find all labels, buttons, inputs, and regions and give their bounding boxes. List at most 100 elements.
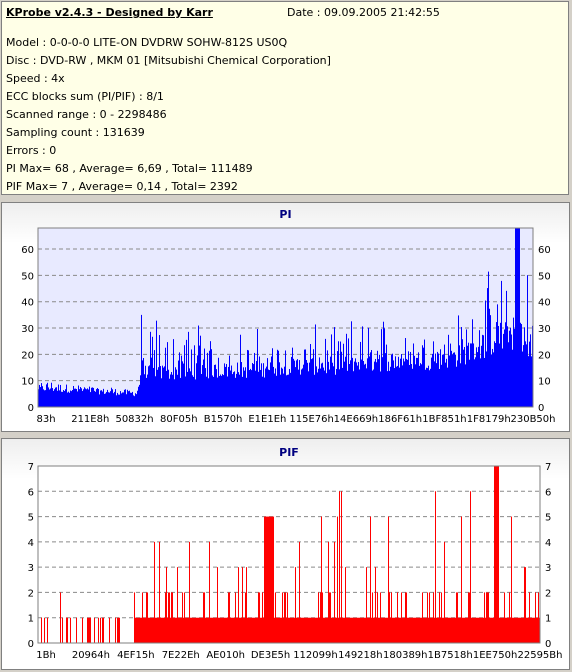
data-bar (65, 389, 66, 407)
data-bar (170, 617, 171, 643)
data-bar (102, 617, 103, 643)
y-tick-label-right: 1 (545, 614, 551, 625)
data-bar (307, 617, 308, 643)
data-bar (521, 324, 522, 407)
data-bar (92, 387, 93, 407)
data-bar (489, 308, 490, 407)
data-bar (93, 387, 94, 407)
data-bar (412, 617, 413, 643)
data-bar (150, 331, 151, 407)
data-bar (409, 617, 410, 643)
data-bar (504, 329, 505, 407)
data-bar (522, 617, 523, 643)
data-bar (347, 617, 348, 643)
data-bar (445, 362, 446, 407)
data-bar (154, 541, 155, 643)
data-bar (196, 363, 197, 407)
data-bar (124, 389, 125, 407)
data-bar (71, 391, 72, 407)
data-bar (43, 389, 44, 407)
data-bar (268, 516, 269, 643)
data-bar (333, 617, 334, 643)
data-bar (83, 389, 84, 407)
data-bar (497, 304, 498, 407)
data-bar (50, 388, 51, 407)
x-tick-label: 1EE750h (473, 650, 517, 661)
data-bar (474, 617, 475, 643)
data-bar (76, 389, 77, 407)
data-bar (323, 617, 324, 643)
data-bar (450, 343, 451, 407)
data-bar (441, 592, 442, 643)
data-bar (115, 617, 116, 643)
data-bar (486, 592, 487, 643)
data-bar (211, 349, 212, 407)
info-range: Scanned range : 0 - 2298486 (6, 108, 167, 121)
data-bar (297, 617, 298, 643)
data-bar (280, 617, 281, 643)
data-bar (182, 361, 183, 407)
data-bar (393, 617, 394, 643)
data-bar (292, 617, 293, 643)
info-disc: Disc : DVD-RW , MKM 01 [Mitsubishi Chemi… (6, 54, 331, 67)
data-bar (342, 367, 343, 407)
data-bar (42, 386, 43, 407)
data-bar (482, 617, 483, 643)
data-bar (275, 368, 276, 407)
data-bar (240, 617, 241, 643)
data-bar (465, 364, 466, 407)
data-bar (321, 363, 322, 407)
data-bar (162, 617, 163, 643)
data-bar (112, 389, 113, 407)
data-bar (405, 592, 406, 643)
data-bar (482, 334, 483, 407)
data-bar (217, 377, 218, 407)
pi-chart-panel: PI 0 0 10 10 20 20 30 30 40 40 50 50 60 60 83h 211E8h 508… (1, 202, 570, 432)
x-tick-label: E1E1Eh (248, 414, 286, 425)
y-tick-label-right: 60 (538, 245, 551, 256)
data-bar (527, 617, 528, 643)
data-bar (285, 592, 286, 643)
data-bar (62, 391, 63, 407)
data-bar (481, 617, 482, 643)
data-bar (251, 617, 252, 643)
data-bar (431, 617, 432, 643)
data-bar (374, 617, 375, 643)
data-bar (240, 334, 241, 407)
data-bar (469, 359, 470, 407)
data-bar (387, 371, 388, 407)
data-bar (271, 356, 272, 407)
data-bar (109, 392, 110, 407)
data-bar (164, 617, 165, 643)
data-bar (290, 372, 291, 407)
data-bar (396, 617, 397, 643)
data-bar (290, 617, 291, 643)
data-bar (62, 617, 63, 643)
data-bar (294, 360, 295, 407)
data-bar (383, 617, 384, 643)
data-bar (256, 617, 257, 643)
data-bar (146, 377, 147, 407)
data-bar (165, 347, 166, 407)
data-bar (363, 361, 364, 407)
data-bar (506, 617, 507, 643)
data-bar (362, 617, 363, 643)
data-bar (248, 350, 249, 407)
data-bar (301, 369, 302, 407)
data-bar (381, 617, 382, 643)
data-bar (444, 541, 445, 643)
data-bar (421, 617, 422, 643)
data-bar (233, 617, 234, 643)
x-tick-label: 1B7518h (428, 650, 473, 661)
data-bar (181, 617, 182, 643)
data-bar (180, 377, 181, 407)
data-bar (130, 392, 131, 407)
data-bar (355, 358, 356, 407)
data-bar (492, 617, 493, 643)
data-bar (367, 617, 368, 643)
data-bar (483, 617, 484, 643)
data-bar (285, 350, 286, 407)
data-bar (305, 349, 306, 407)
data-bar (368, 327, 369, 407)
data-bar (161, 378, 162, 407)
